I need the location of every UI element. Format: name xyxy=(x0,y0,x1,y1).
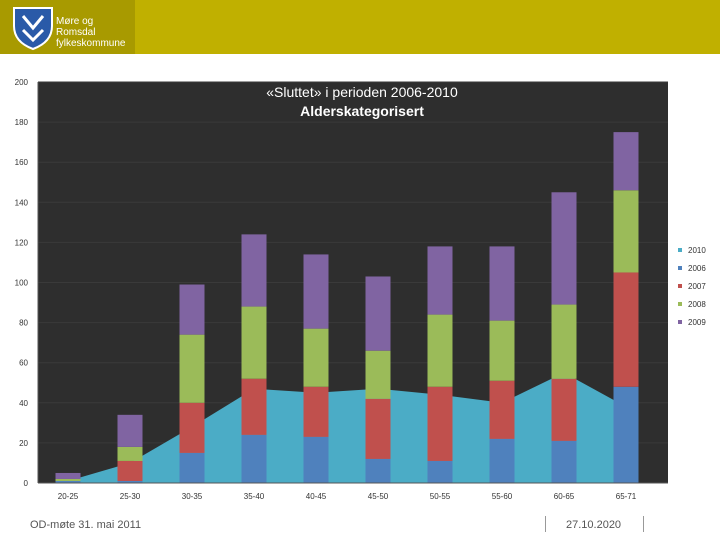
y-tick-label: 120 xyxy=(15,238,29,247)
legend-label: 2007 xyxy=(688,282,706,291)
legend-background xyxy=(668,70,720,508)
bar-2008-50-55[interactable] xyxy=(427,314,453,387)
y-tick-label: 200 xyxy=(15,78,29,87)
chart-container: 0 20 40 60 80 100 120 140 160 180 200 20-25 25-30 30-… xyxy=(0,70,720,508)
bar-2006-20-25[interactable] xyxy=(55,480,81,483)
logo: Møre og Romsdal fylkeskommune xyxy=(0,0,135,54)
x-tick-label: 65-71 xyxy=(616,492,637,501)
x-tick-label: 20-25 xyxy=(58,492,79,501)
bar-2006-45-50[interactable] xyxy=(365,458,391,483)
bar-2007-60-65[interactable] xyxy=(551,378,577,441)
legend-swatch xyxy=(678,320,682,324)
y-tick-label: 40 xyxy=(19,399,28,408)
bar-2007-50-55[interactable] xyxy=(427,386,453,461)
x-tick-label: 40-45 xyxy=(306,492,327,501)
bar-2007-45-50[interactable] xyxy=(365,398,391,459)
coat-of-arms-icon xyxy=(13,7,53,51)
legend-swatch xyxy=(678,248,682,252)
bar-2006-55-60[interactable] xyxy=(489,438,515,483)
bar-2008-40-45[interactable] xyxy=(303,328,329,387)
footer-meeting-label: OD-møte 31. mai 2011 xyxy=(30,519,142,531)
x-tick-label: 45-50 xyxy=(368,492,389,501)
bar-2009-35-40[interactable] xyxy=(241,234,267,307)
x-tick-label: 55-60 xyxy=(492,492,513,501)
y-tick-label: 160 xyxy=(15,158,29,167)
x-tick-label: 60-65 xyxy=(554,492,575,501)
bar-2009-50-55[interactable] xyxy=(427,246,453,315)
header-bar: Møre og Romsdal fylkeskommune xyxy=(0,0,720,54)
y-tick-label: 140 xyxy=(15,198,29,207)
chart-title-line2: Alderskategorisert xyxy=(300,103,424,119)
bar-2007-25-30[interactable] xyxy=(117,460,143,481)
y-tick-label: 180 xyxy=(15,118,29,127)
bar-2007-40-45[interactable] xyxy=(303,386,329,437)
footer-divider xyxy=(643,516,644,532)
bar-2008-35-40[interactable] xyxy=(241,306,267,379)
x-tick-label: 25-30 xyxy=(120,492,141,501)
legend-label: 2009 xyxy=(688,318,706,327)
stacked-bar-chart: 0 20 40 60 80 100 120 140 160 180 200 20-25 25-30 30-… xyxy=(15,70,720,508)
bar-2006-60-65[interactable] xyxy=(551,440,577,483)
bar-2009-60-65[interactable] xyxy=(551,192,577,305)
area-series-2010 xyxy=(68,372,626,483)
x-tick-label: 35-40 xyxy=(244,492,265,501)
bar-2007-35-40[interactable] xyxy=(241,378,267,435)
chart-title-line1: «Sluttet» i perioden 2006-2010 xyxy=(266,84,458,100)
x-tick-label: 50-55 xyxy=(430,492,451,501)
legend-swatch xyxy=(678,266,682,270)
bar-2006-50-55[interactable] xyxy=(427,460,453,483)
legend-label: 2006 xyxy=(688,264,706,273)
bar-2009-25-30[interactable] xyxy=(117,414,143,447)
bar-2008-65-71[interactable] xyxy=(613,190,639,273)
bar-2008-45-50[interactable] xyxy=(365,350,391,399)
org-name-line1: Møre og Romsdal xyxy=(56,16,96,38)
bar-2008-55-60[interactable] xyxy=(489,320,515,381)
x-tick-label: 30-35 xyxy=(182,492,203,501)
bar-2008-20-25[interactable] xyxy=(55,478,81,481)
legend-swatch xyxy=(678,284,682,288)
bar-2008-60-65[interactable] xyxy=(551,304,577,379)
bar-2009-55-60[interactable] xyxy=(489,246,515,321)
org-name-line2: fylkeskommune xyxy=(56,38,126,49)
bar-2006-35-40[interactable] xyxy=(241,434,267,483)
y-tick-label: 20 xyxy=(19,439,28,448)
y-tick-label: 100 xyxy=(15,279,29,288)
bar-2006-30-35[interactable] xyxy=(179,452,205,483)
bar-2008-25-30[interactable] xyxy=(117,446,143,461)
bar-2009-20-25[interactable] xyxy=(55,472,81,479)
y-tick-label: 80 xyxy=(19,319,28,328)
bar-2006-65-71[interactable] xyxy=(613,386,639,483)
footer-divider xyxy=(545,516,546,532)
bar-2006-25-30[interactable] xyxy=(117,480,143,483)
bar-2009-30-35[interactable] xyxy=(179,284,205,335)
y-tick-label: 60 xyxy=(19,359,28,368)
footer-date: 27.10.2020 xyxy=(566,519,622,531)
bar-2008-30-35[interactable] xyxy=(179,334,205,403)
legend-label: 2010 xyxy=(688,246,706,255)
y-tick-label: 0 xyxy=(24,479,29,488)
legend-swatch xyxy=(678,302,682,306)
bar-2007-55-60[interactable] xyxy=(489,380,515,439)
bar-2009-65-71[interactable] xyxy=(613,132,639,191)
bar-2007-65-71[interactable] xyxy=(613,272,639,387)
bar-2007-30-35[interactable] xyxy=(179,402,205,453)
bar-2006-40-45[interactable] xyxy=(303,436,329,483)
legend-label: 2008 xyxy=(688,300,706,309)
bar-2009-45-50[interactable] xyxy=(365,276,391,351)
bar-2009-40-45[interactable] xyxy=(303,254,329,329)
